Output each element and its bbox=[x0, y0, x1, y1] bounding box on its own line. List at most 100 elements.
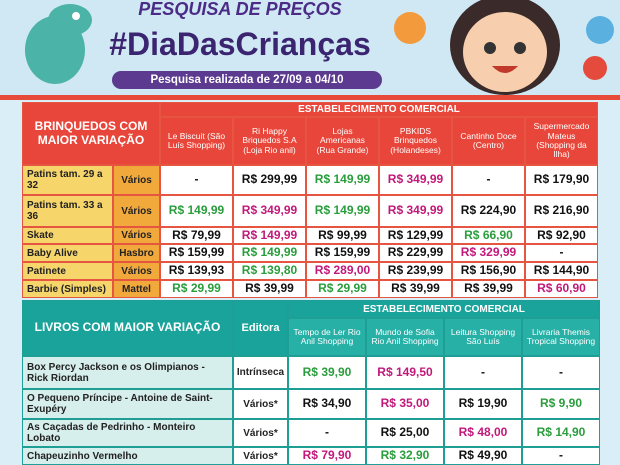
group-label: ESTABELECIMENTO COMERCIAL bbox=[160, 102, 598, 117]
store-name: Mundo de Sofia Rio Anil Shopping bbox=[366, 318, 444, 356]
item-name: Chapeuzinho Vermelho bbox=[22, 447, 233, 465]
price: R$ 39,99 bbox=[379, 280, 452, 298]
price: R$ 32,90 bbox=[366, 447, 444, 465]
price: R$ 39,99 bbox=[452, 280, 525, 298]
price: R$ 149,99 bbox=[233, 227, 306, 244]
table-heading: BRINQUEDOS COM MAIOR VARIAÇÃO bbox=[22, 102, 160, 165]
price: - bbox=[288, 419, 366, 447]
price: R$ 60,90 bbox=[525, 280, 598, 298]
store-name: Le Biscuit (São Luís Shopping) bbox=[160, 117, 233, 165]
brand: Vários bbox=[113, 195, 160, 227]
price: R$ 329,99 bbox=[452, 244, 525, 262]
table-heading: LIVROS COM MAIOR VARIAÇÃO bbox=[22, 300, 233, 356]
price: R$ 149,99 bbox=[233, 244, 306, 262]
header-stripe bbox=[0, 95, 620, 100]
balloon bbox=[583, 56, 607, 80]
price: R$ 49,90 bbox=[444, 447, 522, 465]
price: R$ 29,99 bbox=[160, 280, 233, 298]
price: R$ 149,50 bbox=[366, 356, 444, 389]
item-name: Patins tam. 29 a 32 bbox=[22, 165, 113, 195]
price: R$ 156,90 bbox=[452, 262, 525, 280]
price: R$ 289,00 bbox=[306, 262, 379, 280]
price: R$ 19,90 bbox=[444, 389, 522, 419]
price: - bbox=[444, 356, 522, 389]
store-name: Livraria Themis Tropical Shopping bbox=[522, 318, 600, 356]
price: R$ 224,90 bbox=[452, 195, 525, 227]
price: R$ 39,99 bbox=[233, 280, 306, 298]
price: R$ 149,99 bbox=[306, 165, 379, 195]
publisher: Vários* bbox=[233, 419, 288, 447]
price: - bbox=[452, 165, 525, 195]
price: R$ 239,99 bbox=[379, 262, 452, 280]
store-name: Ri Happy Briquedos S.A (Loja Rio anil) bbox=[233, 117, 306, 165]
price: R$ 99,99 bbox=[306, 227, 379, 244]
price: R$ 29,99 bbox=[306, 280, 379, 298]
subtitle: Pesquisa realizada de 27/09 a 04/10 bbox=[150, 73, 344, 86]
price: R$ 139,80 bbox=[233, 262, 306, 280]
brand: Vários bbox=[113, 165, 160, 195]
item-name: Barbie (Simples) bbox=[22, 280, 113, 298]
store-name: PBKIDS Brinquedos (Holandeses) bbox=[379, 117, 452, 165]
price: R$ 299,99 bbox=[233, 165, 306, 195]
price: - bbox=[525, 244, 598, 262]
title: PESQUISA DE PREÇOS bbox=[138, 0, 342, 20]
brand: Vários bbox=[113, 227, 160, 244]
price: R$ 14,90 bbox=[522, 419, 600, 447]
group-label: ESTABELECIMENTO COMERCIAL bbox=[288, 300, 600, 318]
price: - bbox=[522, 447, 600, 465]
item-name: Skate bbox=[22, 227, 113, 244]
price: R$ 144,90 bbox=[525, 262, 598, 280]
item-name: Baby Alive bbox=[22, 244, 113, 262]
brand: Mattel bbox=[113, 280, 160, 298]
publisher: Intrínseca bbox=[233, 356, 288, 389]
store-name: Leitura Shopping São Luís bbox=[444, 318, 522, 356]
item-name: As Caçadas de Pedrinho - Monteiro Lobato bbox=[22, 419, 233, 447]
price: R$ 159,99 bbox=[306, 244, 379, 262]
price: R$ 216,90 bbox=[525, 195, 598, 227]
publisher-label: Editora bbox=[233, 300, 288, 356]
dinosaur-head bbox=[48, 4, 92, 36]
price: R$ 139,93 bbox=[160, 262, 233, 280]
girl-eye bbox=[514, 42, 526, 54]
store-name: Lojas Americanas (Rua Grande) bbox=[306, 117, 379, 165]
price: - bbox=[522, 356, 600, 389]
price: R$ 66,90 bbox=[452, 227, 525, 244]
publisher: Vários* bbox=[233, 447, 288, 465]
brand: Vários bbox=[113, 262, 160, 280]
price: R$ 229,99 bbox=[379, 244, 452, 262]
price: R$ 129,99 bbox=[379, 227, 452, 244]
price: R$ 79,99 bbox=[160, 227, 233, 244]
subtitle-pill bbox=[112, 71, 382, 89]
price: R$ 39,90 bbox=[288, 356, 366, 389]
store-name: Tempo de Ler Rio Anil Shopping bbox=[288, 318, 366, 356]
item-name: Patinete bbox=[22, 262, 113, 280]
price: R$ 79,90 bbox=[288, 447, 366, 465]
girl-mouth bbox=[492, 66, 518, 73]
store-name: Cantinho Doce (Centro) bbox=[452, 117, 525, 165]
price: - bbox=[160, 165, 233, 195]
brand: Hasbro bbox=[113, 244, 160, 262]
dinosaur-eye bbox=[72, 12, 80, 20]
balloon bbox=[586, 16, 614, 44]
price: R$ 34,90 bbox=[288, 389, 366, 419]
price: R$ 349,99 bbox=[379, 195, 452, 227]
price: R$ 48,00 bbox=[444, 419, 522, 447]
girl-eye bbox=[484, 42, 496, 54]
girl-face bbox=[463, 12, 547, 92]
item-name: Patins tam. 33 a 36 bbox=[22, 195, 113, 227]
price: R$ 9,90 bbox=[522, 389, 600, 419]
header-art bbox=[0, 0, 620, 100]
price: R$ 349,99 bbox=[379, 165, 452, 195]
balloon bbox=[394, 12, 426, 44]
price: R$ 149,99 bbox=[160, 195, 233, 227]
price: R$ 92,90 bbox=[525, 227, 598, 244]
hashtag: #DiaDasCrianças bbox=[109, 26, 371, 63]
price: R$ 349,99 bbox=[233, 195, 306, 227]
price: R$ 179,90 bbox=[525, 165, 598, 195]
item-name: O Pequeno Príncipe - Antoine de Saint-Ex… bbox=[22, 389, 233, 419]
price: R$ 149,99 bbox=[306, 195, 379, 227]
item-name: Box Percy Jackson e os Olimpianos - Rick… bbox=[22, 356, 233, 389]
store-name: Supermercado Mateus (Shopping da Ilha) bbox=[525, 117, 598, 165]
publisher: Vários* bbox=[233, 389, 288, 419]
